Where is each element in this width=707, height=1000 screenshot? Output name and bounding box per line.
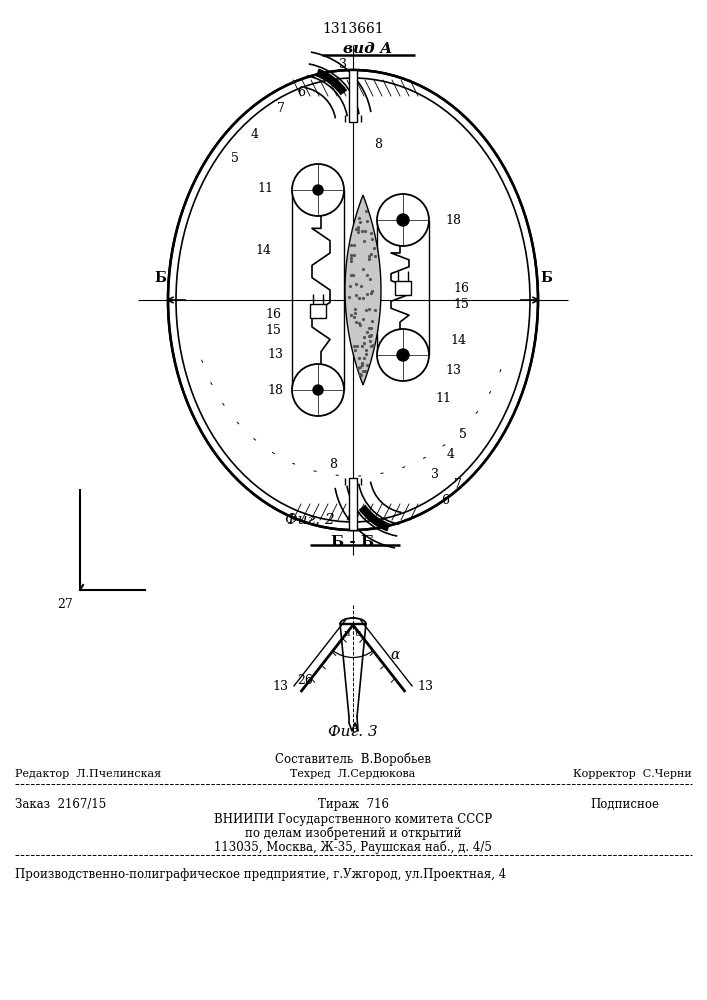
Text: 5: 5 [231,151,239,164]
Circle shape [397,349,409,361]
Text: 27: 27 [57,598,73,611]
Text: 11: 11 [435,391,451,404]
Text: Заказ  2167/15: Заказ 2167/15 [15,798,106,811]
Text: 14: 14 [450,334,466,347]
Text: 13: 13 [417,680,433,693]
Text: 3: 3 [339,58,347,72]
Text: 4: 4 [447,448,455,462]
Circle shape [397,214,409,226]
Text: u: u [344,629,350,638]
Polygon shape [345,195,381,385]
Text: Составитель  В.Воробьев: Составитель В.Воробьев [275,752,431,766]
Text: Подписное: Подписное [590,798,659,811]
Text: 8: 8 [329,458,337,472]
Text: 13: 13 [273,680,288,693]
Text: Фиг. 3: Фиг. 3 [328,725,378,739]
Text: Б: Б [540,271,552,285]
Bar [349,478,357,530]
Text: 15: 15 [265,324,281,336]
Text: 4: 4 [251,128,259,141]
Circle shape [292,364,344,416]
Text: Корректор  С.Черни: Корректор С.Черни [573,769,692,779]
Text: Производственно-полиграфическое предприятие, г.Ужгород, ул.Проектная, 4: Производственно-полиграфическое предприя… [15,868,506,881]
Text: 7: 7 [277,102,285,114]
Text: Тираж  716: Тираж 716 [317,798,389,811]
Text: 7: 7 [454,479,462,491]
Circle shape [377,329,429,381]
Text: 13: 13 [267,349,283,361]
Text: u: u [355,629,361,638]
Text: Техред  Л.Сердюкова: Техред Л.Сердюкова [291,769,416,779]
Text: вид А: вид А [344,42,392,56]
Text: 16: 16 [265,308,281,322]
Circle shape [313,385,323,395]
Circle shape [377,194,429,246]
Text: 5: 5 [459,428,467,442]
Text: Фиг. 2: Фиг. 2 [285,513,335,527]
Bar [310,304,326,318]
Text: 15: 15 [453,298,469,312]
Text: Редактор  Л.Пчелинская: Редактор Л.Пчелинская [15,769,161,779]
Bar [349,70,357,122]
Circle shape [292,164,344,216]
Text: 16: 16 [453,282,469,294]
Text: Б - Б: Б - Б [332,535,375,549]
Text: α: α [390,648,399,662]
Text: Б: Б [154,271,166,285]
Text: 6: 6 [441,493,449,506]
Text: 113035, Москва, Ж-35, Раушская наб., д. 4/5: 113035, Москва, Ж-35, Раушская наб., д. … [214,841,492,854]
Text: 18: 18 [445,214,461,227]
Text: 26: 26 [297,674,313,686]
Text: 1313661: 1313661 [322,22,384,36]
Text: 11: 11 [257,182,273,194]
Text: 13: 13 [445,363,461,376]
Bar [395,281,411,295]
Text: 14: 14 [255,243,271,256]
Text: 8: 8 [374,138,382,151]
Text: 3: 3 [431,468,439,482]
Ellipse shape [168,70,538,530]
Circle shape [313,185,323,195]
Text: ВНИИПИ Государственного комитета СССР: ВНИИПИ Государственного комитета СССР [214,813,492,826]
Text: 18: 18 [267,383,283,396]
Text: 6: 6 [297,86,305,99]
Text: по делам изобретений и открытий: по делам изобретений и открытий [245,827,461,840]
